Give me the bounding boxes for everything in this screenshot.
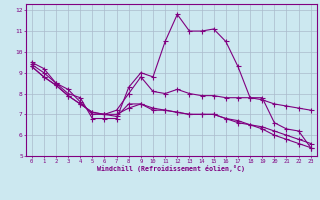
X-axis label: Windchill (Refroidissement éolien,°C): Windchill (Refroidissement éolien,°C) (97, 165, 245, 172)
